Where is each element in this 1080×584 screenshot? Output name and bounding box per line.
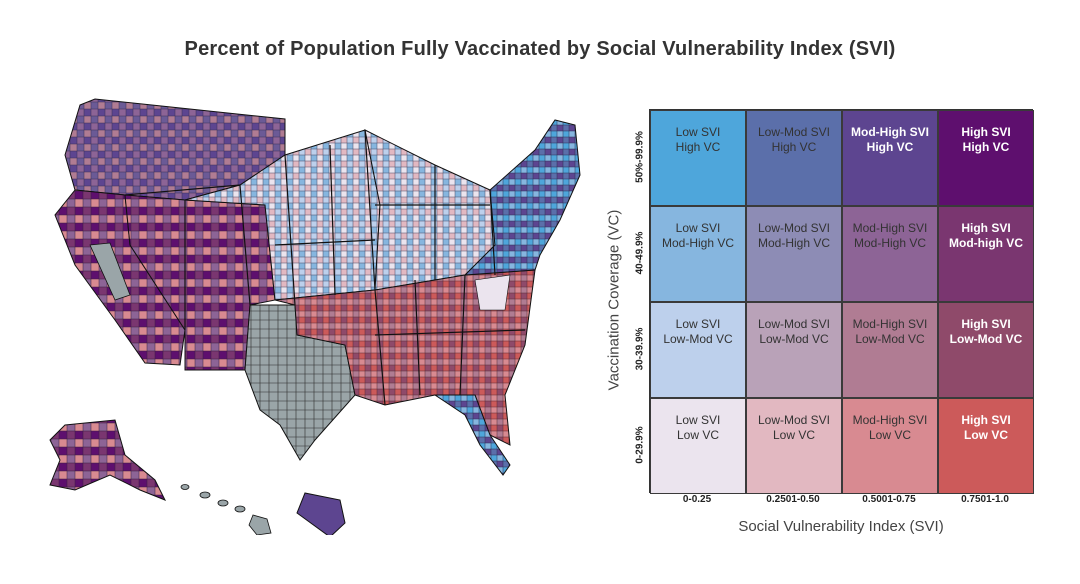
legend-cell-vc: Mod-High VC <box>661 236 735 250</box>
legend-cell: High SVI High VC <box>938 110 1034 206</box>
legend-cell: Low-Mod SVI Low-Mod VC <box>746 302 842 398</box>
region-alaska <box>49 419 167 501</box>
legend-cell-svi: Low-Mod SVI <box>757 413 831 427</box>
legend-cell-svi: Mod-High SVI <box>851 125 929 139</box>
legend-cell-vc: Low-Mod VC <box>759 332 829 346</box>
region-hawaii <box>180 484 272 535</box>
legend-cell-svi: Mod-High SVI <box>852 317 928 331</box>
legend-cell-vc: High VC <box>771 140 817 154</box>
legend-cell-vc: High VC <box>962 140 1010 154</box>
legend-cell: Mod-High SVI Low VC <box>842 398 938 494</box>
legend-cell-vc: Low-Mod VC <box>663 332 733 346</box>
legend-x-label: 0.7501-1.0 <box>961 494 1009 505</box>
legend-cell-vc: Low-Mod VC <box>855 332 925 346</box>
legend-cell: Low SVI High VC <box>650 110 746 206</box>
bivariate-legend-grid: Low SVI High VC Low-Mod SVI High VC Mod-High… <box>649 109 1034 494</box>
legend-cell-svi: Low SVI <box>675 221 721 235</box>
legend-cell-vc: Low VC <box>964 428 1008 442</box>
legend-cell-svi: High SVI <box>961 317 1011 331</box>
legend-cell: Low-Mod SVI Low VC <box>746 398 842 494</box>
legend-cell-svi: Mod-High SVI <box>852 221 928 235</box>
legend-cell: Mod-High SVI Mod-High VC <box>842 206 938 302</box>
legend-cell-svi: High SVI <box>961 125 1011 139</box>
legend-cell: Low-Mod SVI High VC <box>746 110 842 206</box>
legend-x-label: 0-0.25 <box>682 494 712 505</box>
legend-cell-svi: Low-Mod SVI <box>757 317 831 331</box>
legend-cell-svi: Mod-High SVI <box>852 413 928 427</box>
region-northeast <box>463 119 581 276</box>
legend-cell: Mod-High SVI High VC <box>842 110 938 206</box>
legend-cell: Mod-High SVI Low-Mod VC <box>842 302 938 398</box>
legend-cell-vc: Mod-high VC <box>949 236 1023 250</box>
legend-cell-vc: Low VC <box>676 428 720 442</box>
legend-cell-svi: High SVI <box>961 221 1011 235</box>
legend-cell-svi: Low SVI <box>675 317 721 331</box>
legend-cell-vc: Low VC <box>772 428 816 442</box>
legend-x-label: 0.5001-0.75 <box>862 494 916 505</box>
legend-cell: High SVI Low VC <box>938 398 1034 494</box>
map-title: Percent of Population Fully Vaccinated b… <box>184 38 896 60</box>
legend-cell-svi: Low SVI <box>675 125 721 139</box>
legend-cell: High SVI Low-Mod VC <box>938 302 1034 398</box>
legend-cell-vc: High VC <box>675 140 721 154</box>
legend-cell-svi: Low SVI <box>675 413 721 427</box>
legend-cell-vc: Low-Mod VC <box>949 332 1023 346</box>
legend-cell-vc: Mod-High VC <box>853 236 927 250</box>
region-appalachia <box>474 274 511 311</box>
legend-cell-vc: High VC <box>866 140 914 154</box>
us-county-map <box>35 95 595 535</box>
legend-cell-svi: Low-Mod SVI <box>757 221 831 235</box>
legend-cell: High SVI Mod-high VC <box>938 206 1034 302</box>
legend-cell-svi: Low-Mod SVI <box>757 125 831 139</box>
legend-cell-vc: Mod-High VC <box>757 236 831 250</box>
region-florida <box>433 394 511 476</box>
region-puerto-rico-inset <box>296 492 346 535</box>
legend-cell: Low-Mod SVI Mod-High VC <box>746 206 842 302</box>
legend-cell: Low SVI Mod-High VC <box>650 206 746 302</box>
legend-cell-vc: Low VC <box>868 428 912 442</box>
legend-cell: Low SVI Low VC <box>650 398 746 494</box>
legend-cell: Low SVI Low-Mod VC <box>650 302 746 398</box>
region-nevada-nodata <box>89 242 131 301</box>
legend-x-label: 0.2501-0.50 <box>766 494 820 505</box>
legend-x-axis-title: Social Vulnerability Index (SVI) <box>738 518 944 535</box>
legend-cell-svi: High SVI <box>961 413 1011 427</box>
